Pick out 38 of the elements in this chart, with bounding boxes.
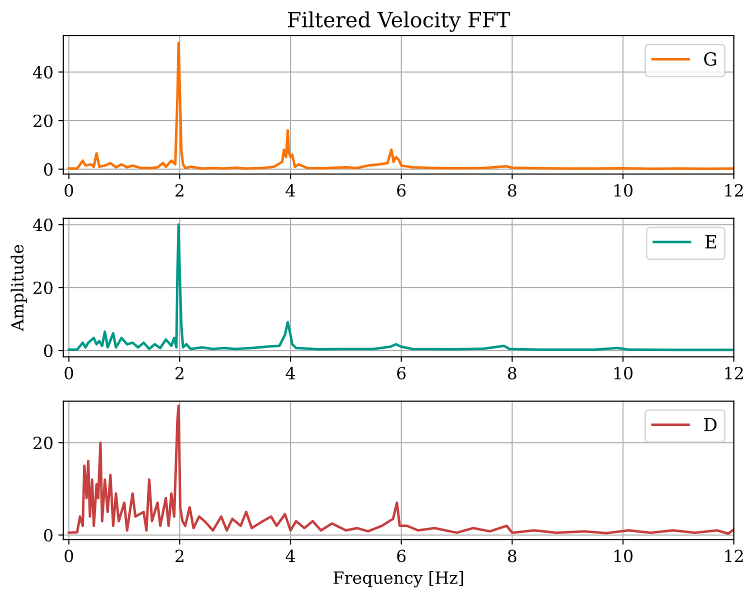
x-tick-label: 6 <box>397 550 406 562</box>
x-tick-label: 8 <box>508 184 516 197</box>
legend-label: G <box>704 52 716 66</box>
y-tick-label: 0 <box>44 528 52 542</box>
x-tick-label: 10 <box>614 550 632 562</box>
x-tick-label: 2 <box>176 184 184 196</box>
line-series <box>68 404 734 535</box>
legend-label: E <box>705 235 716 248</box>
y-tick-label: 20 <box>34 282 52 294</box>
x-tick-label: 10 <box>614 184 632 197</box>
x-axis-title: Frequency [Hz] <box>334 571 464 588</box>
x-tick-label: 12 <box>725 184 743 196</box>
y-tick-label: 40 <box>32 218 52 232</box>
x-tick-label: 0 <box>64 184 74 197</box>
x-tick-label: 6 <box>397 184 406 197</box>
line-series <box>68 223 734 352</box>
y-tick-label: 0 <box>44 344 52 358</box>
legend-label: D <box>704 418 717 432</box>
x-tick-label: 0 <box>64 550 74 562</box>
y-tick-label: 0 <box>44 163 52 176</box>
x-tick-label: 2 <box>176 550 184 562</box>
x-tick-label: 6 <box>397 366 406 380</box>
x-tick-label: 12 <box>725 550 743 562</box>
y-tick-label: 20 <box>34 114 52 128</box>
x-tick-label: 2 <box>176 366 184 380</box>
y-tick-label: 40 <box>32 66 52 79</box>
x-tick-label: 8 <box>508 366 516 380</box>
y-axis-title: Amplitude <box>10 244 27 332</box>
x-tick-label: 0 <box>64 366 74 380</box>
x-tick-label: 4 <box>286 366 295 380</box>
x-tick-label: 4 <box>286 184 295 196</box>
x-tick-label: 4 <box>286 550 295 562</box>
x-tick-label: 8 <box>508 550 516 562</box>
x-tick-label: 12 <box>725 366 743 380</box>
y-tick-label: 20 <box>34 436 52 450</box>
chart-title: Filtered Velocity FFT <box>288 11 510 32</box>
line-series <box>68 42 734 170</box>
x-tick-label: 10 <box>614 366 632 380</box>
